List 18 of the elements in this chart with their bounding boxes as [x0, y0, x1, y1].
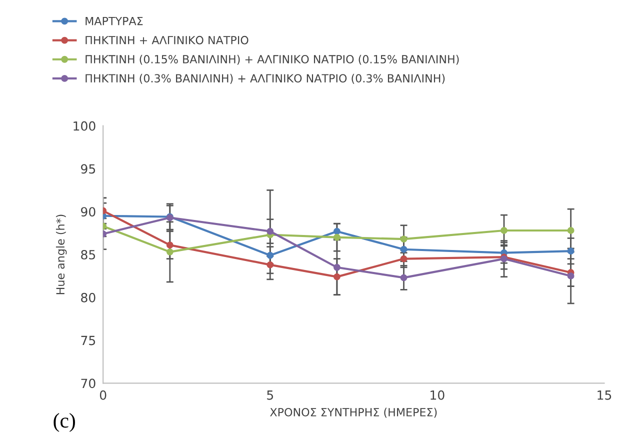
y-axis-title: Hue angle (h*)	[56, 214, 67, 294]
legend-label: ΠΗΚΤΙΝΗ + ΑΛΓΙΝΙΚΟ ΝΑΤΡΙΟ	[86, 36, 248, 44]
legend-label: ΜΑΡΤΥΡΑΣ	[86, 16, 143, 26]
legend-label: ΠΗΚΤΙΝΗ (0.3% ΒΑΝΙΛΙΝΗ) + ΑΛΓΙΝΙΚΟ ΝΑΤΡΙΟ (0.3% ΒΑΝΙΛΙΝΗ)	[86, 74, 445, 84]
text: (c)	[54, 413, 75, 432]
y-tick-label: 90	[81, 207, 96, 217]
x-tick-label: 15	[598, 390, 612, 400]
y-tick-label: 75	[81, 336, 96, 346]
x-tick-label: 0	[100, 390, 106, 400]
y-tick-label: 85	[81, 250, 96, 260]
y-tick-label: 95	[81, 164, 96, 174]
legend-label: ΠΗΚΤΙΝΗ (0.15% ΒΑΝΙΛΙΝΗ) + ΑΛΓΙΝΙΚΟ ΝΑΤΡΙΟ (0.15% ΒΑΝΙΛΙΝΗ)	[86, 54, 459, 65]
x-tick-label: 5	[267, 390, 274, 400]
x-axis-title: ΧΡΟΝΟΣ ΣΥΝΤΗΡΗΣ (ΗΜΕΡΕΣ)	[270, 408, 437, 418]
y-tick-label: 100	[74, 121, 96, 131]
y-tick-label: 70	[81, 378, 96, 388]
x-tick-label: 10	[430, 390, 444, 400]
y-tick-label: 80	[81, 292, 96, 302]
